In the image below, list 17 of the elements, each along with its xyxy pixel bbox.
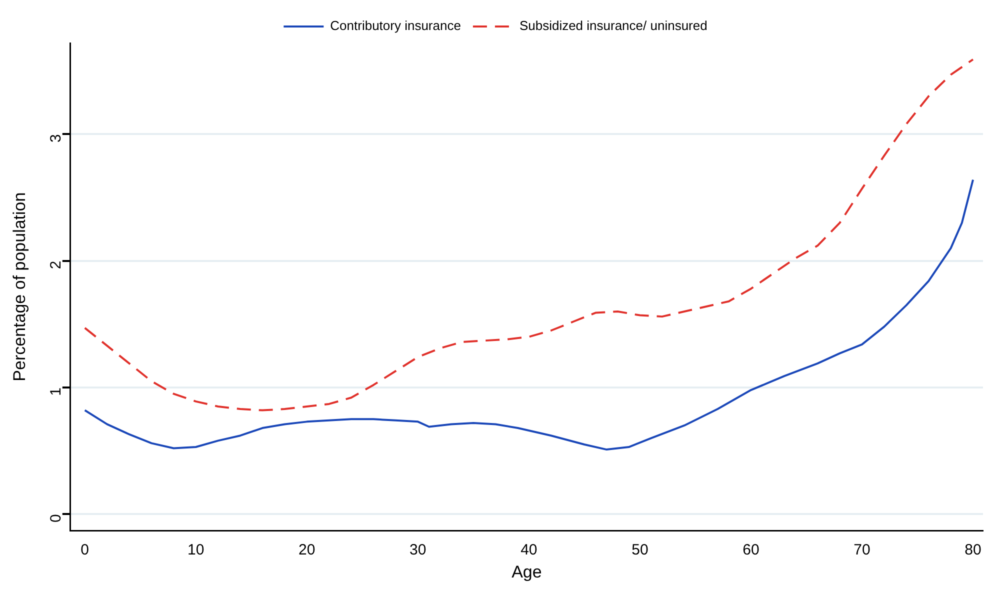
x-axis-title: Age (512, 562, 542, 582)
x-tick-label: 60 (742, 542, 760, 559)
y-tick-label: 2 (48, 260, 65, 270)
y-tick-label: 3 (48, 134, 65, 143)
y-tick-label: 1 (48, 387, 65, 396)
legend-label: Subsidized insurance/ uninsured (519, 18, 708, 34)
x-tick-label: 10 (188, 542, 204, 559)
x-tick-label: 20 (298, 542, 316, 559)
y-axis-title: Percentage of population (10, 192, 29, 382)
y-tick-label: 0 (48, 514, 65, 522)
x-tick-label: 80 (964, 542, 982, 559)
x-tick-label: 70 (854, 542, 870, 559)
legend-label: Contributory insurance (330, 18, 461, 34)
x-tick-label: 50 (632, 542, 648, 559)
x-tick-label: 40 (520, 542, 538, 559)
x-tick-label: 30 (410, 542, 426, 559)
x-tick-label: 0 (80, 542, 90, 559)
